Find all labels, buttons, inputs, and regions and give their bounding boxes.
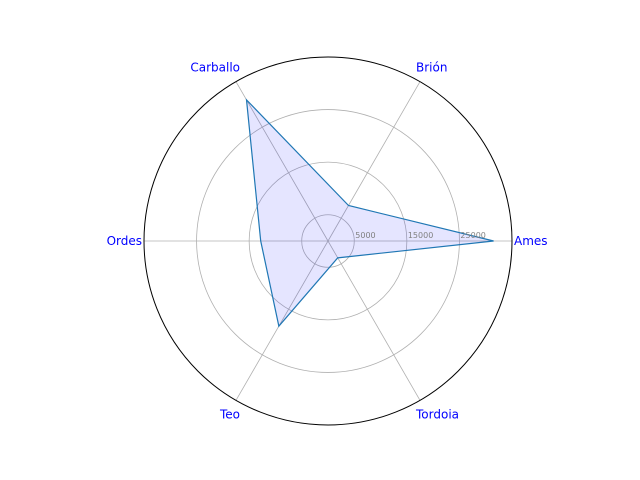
spoke-5 [327, 240, 421, 401]
spoke-1 [327, 81, 421, 242]
frame-circle [143, 56, 513, 426]
spoke-2 [235, 81, 329, 242]
series-layer [245, 98, 494, 328]
category-label-4: Teo [219, 408, 240, 422]
series-area-0 [246, 99, 494, 327]
category-label-2: Carballo [190, 60, 240, 74]
outer-frame [143, 56, 513, 426]
tick-label-15000: 15000 [408, 231, 433, 240]
tick-label-5000: 5000 [355, 231, 375, 240]
series-line-0 [245, 98, 494, 328]
category-labels: Ames Brión Carballo Ordes Teo Tordoia [107, 60, 548, 421]
radial-tick-labels: 5000 15000 25000 [355, 231, 486, 240]
radial-grid [144, 81, 512, 401]
category-label-0: Ames [514, 234, 548, 248]
category-label-5: Tordoia [415, 408, 459, 422]
category-label-1: Brión [416, 60, 447, 74]
category-label-3: Ordes [107, 234, 142, 248]
spoke-4 [235, 240, 329, 401]
tick-label-25000: 25000 [460, 231, 485, 240]
